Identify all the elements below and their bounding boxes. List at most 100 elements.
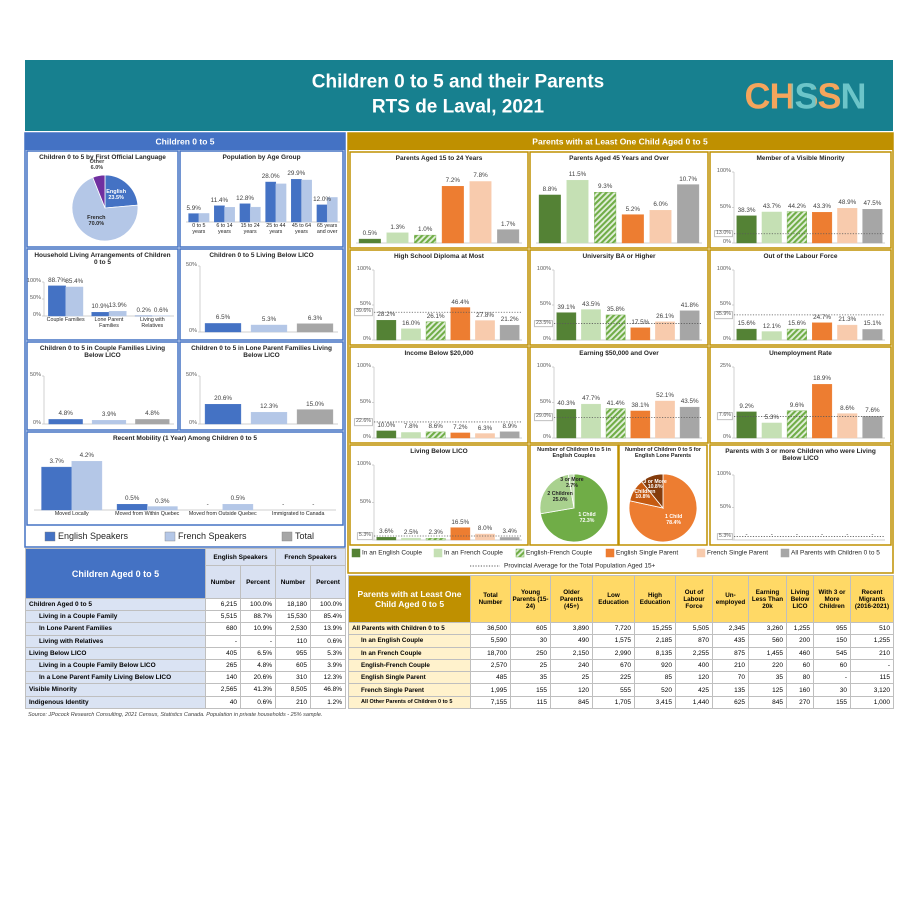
bar xyxy=(204,323,242,333)
slice-label: 1 Child xyxy=(665,514,683,521)
table-cell: 0.6% xyxy=(239,695,277,709)
chart-title: Number of Children 0 to 5 in English Cou… xyxy=(537,447,611,459)
y-tick-label: 100% xyxy=(536,266,551,273)
y-tick-label: 0% xyxy=(33,312,41,319)
table-cell: 460 xyxy=(786,646,814,660)
legend-label: Total xyxy=(295,531,315,542)
table-cell: 88.7% xyxy=(239,610,277,624)
table-cell: 13.9% xyxy=(310,622,347,636)
slice-label: 3 or More xyxy=(643,478,667,485)
value-label: - xyxy=(795,531,798,539)
slice-label: 2 Children xyxy=(630,488,656,495)
value-label: 18.9% xyxy=(813,375,832,383)
bar xyxy=(581,309,601,341)
value-label: 1.7% xyxy=(500,220,516,228)
bar xyxy=(630,327,651,341)
bar xyxy=(425,538,446,541)
table-cell: 405 xyxy=(205,646,241,660)
table-cell: 15,255 xyxy=(634,621,676,636)
bar xyxy=(401,432,421,439)
x-tick-label: Couple Families xyxy=(46,317,85,323)
chart-frame xyxy=(179,150,344,248)
value-label: 39.1% xyxy=(557,303,576,311)
bar xyxy=(786,211,807,244)
table-row: Children Aged 0 to 5 6,215 100.0% 18,180 100… xyxy=(25,597,347,612)
table-cell: 6.5% xyxy=(239,646,277,660)
y-tick-label: 100% xyxy=(716,168,731,175)
table-cell: 240 xyxy=(550,658,593,673)
bar xyxy=(265,181,277,223)
table-cell: 3,415 xyxy=(634,695,676,710)
bar xyxy=(497,229,520,244)
table-row: All Other Parents of Children 0 to 5 7,15… xyxy=(348,695,894,710)
value-label: 10.7% xyxy=(679,175,698,183)
table-cell: 100.0% xyxy=(239,597,277,612)
bar xyxy=(358,238,381,244)
parents-table: Parents with at Least One Child Aged 0 t… xyxy=(348,575,894,710)
value-label: 15.6% xyxy=(737,320,756,328)
bar xyxy=(224,207,235,223)
source-note: Source: JPocock Research Consulting, 202… xyxy=(28,712,323,719)
value-label: 38.1% xyxy=(631,402,650,410)
value-label: - xyxy=(846,531,849,539)
table-cell: - xyxy=(205,634,241,648)
value-label: 0.3% xyxy=(155,497,170,505)
chart-title: Children 0 to 5 by First Official Langua… xyxy=(39,154,166,161)
table-cell: 200 xyxy=(786,634,814,648)
value-label: - xyxy=(821,531,824,539)
value-label: 40.3% xyxy=(557,400,576,408)
table-cell: 1,575 xyxy=(592,634,635,648)
table-cell: 210 xyxy=(712,658,749,673)
table-cell: 35 xyxy=(748,671,787,685)
y-tick-label: 25% xyxy=(719,363,731,370)
bar xyxy=(556,312,577,341)
table-cell: 1,455 xyxy=(748,646,787,660)
table-cell: 2,530 xyxy=(275,622,312,636)
table-cell: 46.8% xyxy=(310,683,347,697)
table-cell: In a Lone Parent Family Living Below LIC… xyxy=(25,671,206,685)
bar xyxy=(401,328,421,341)
table-cell: 3,890 xyxy=(550,621,593,636)
y-tick-label: 100% xyxy=(716,471,731,478)
value-label: 26.1% xyxy=(426,312,445,320)
value-label: - xyxy=(282,501,285,509)
y-tick-label: 100% xyxy=(356,266,371,273)
pie-slice xyxy=(539,474,575,515)
table-cell: 1,705 xyxy=(592,695,635,710)
table-cell: 85.4% xyxy=(310,610,347,624)
value-label: 5.3% xyxy=(764,414,779,422)
table-cell: 25 xyxy=(550,671,593,685)
slice-value: 2.7% xyxy=(566,483,578,490)
value-label: - xyxy=(770,531,773,539)
table-cell: 18,180 xyxy=(275,597,312,612)
bar xyxy=(630,410,651,439)
chart-title: Recent Mobility (1 Year) Among Children … xyxy=(112,435,258,442)
value-label: 11.4% xyxy=(210,196,229,204)
slice-label: Other xyxy=(89,158,105,165)
bar xyxy=(414,234,437,244)
bar xyxy=(812,322,833,341)
table-cell: 150 xyxy=(813,634,851,648)
table-cell: 1.2% xyxy=(310,695,347,709)
bar xyxy=(65,286,84,317)
y-tick-label: 0% xyxy=(363,434,371,441)
value-label: 7.2% xyxy=(445,177,461,185)
bar xyxy=(249,206,261,223)
bar xyxy=(316,204,328,223)
table-cell: 7,720 xyxy=(592,621,635,636)
table-cell: 125 xyxy=(748,683,787,697)
value-label: 0.2% xyxy=(136,307,151,315)
y-tick-label: 0% xyxy=(723,239,731,246)
legend-swatch xyxy=(433,548,443,558)
bar xyxy=(655,321,675,341)
header-band xyxy=(25,60,893,131)
table-cell: 85 xyxy=(634,671,676,685)
bar xyxy=(677,184,700,244)
table-cell: 605 xyxy=(275,658,312,673)
bar xyxy=(326,197,338,223)
bar xyxy=(475,533,495,541)
table-cell: 18,700 xyxy=(470,646,511,660)
x-tick-label: 0 to 5 years xyxy=(192,223,206,235)
table-cell: 5,590 xyxy=(470,634,511,648)
